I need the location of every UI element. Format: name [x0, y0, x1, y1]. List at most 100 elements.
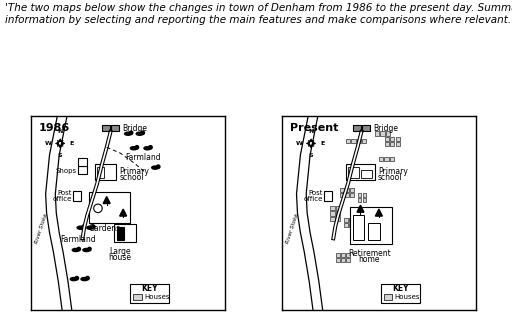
- Bar: [73, 191, 81, 201]
- Bar: [353, 125, 361, 131]
- Bar: [357, 198, 361, 202]
- Bar: [78, 166, 88, 174]
- Bar: [97, 167, 104, 178]
- Text: River Stoke: River Stoke: [285, 213, 300, 245]
- Bar: [340, 193, 344, 197]
- Bar: [111, 125, 119, 131]
- Circle shape: [88, 247, 91, 251]
- Text: Shops: Shops: [55, 168, 77, 173]
- Text: Post: Post: [57, 190, 72, 196]
- Circle shape: [92, 225, 95, 228]
- Text: E: E: [70, 141, 74, 146]
- Ellipse shape: [70, 277, 77, 281]
- Bar: [342, 258, 345, 262]
- Text: Bridge: Bridge: [122, 124, 147, 133]
- Bar: [115, 224, 136, 242]
- Bar: [362, 139, 367, 143]
- Circle shape: [130, 131, 133, 134]
- Bar: [344, 218, 348, 222]
- Ellipse shape: [136, 132, 143, 135]
- Bar: [89, 192, 130, 223]
- Text: Bridge: Bridge: [373, 124, 398, 133]
- Bar: [130, 284, 168, 303]
- Bar: [324, 191, 332, 201]
- Ellipse shape: [81, 277, 88, 281]
- Text: W: W: [296, 141, 303, 146]
- Text: N: N: [57, 129, 63, 134]
- Bar: [362, 193, 367, 196]
- Bar: [354, 218, 358, 222]
- Bar: [346, 253, 350, 256]
- Bar: [330, 206, 335, 210]
- Text: office: office: [52, 196, 72, 202]
- Text: W: W: [45, 141, 52, 146]
- Bar: [380, 131, 385, 136]
- Bar: [346, 258, 350, 262]
- Text: River Stoke: River Stoke: [34, 213, 49, 245]
- Bar: [78, 158, 88, 166]
- Text: office: office: [303, 196, 323, 202]
- Bar: [386, 131, 390, 136]
- Text: S: S: [58, 152, 62, 158]
- Bar: [362, 125, 370, 131]
- Text: Gardens: Gardens: [89, 224, 121, 233]
- Bar: [330, 217, 335, 221]
- Bar: [102, 125, 110, 131]
- Bar: [396, 142, 400, 146]
- Bar: [95, 164, 116, 180]
- Ellipse shape: [124, 132, 132, 135]
- Text: school: school: [378, 173, 402, 182]
- Polygon shape: [357, 205, 364, 212]
- Bar: [361, 170, 372, 178]
- Bar: [348, 167, 359, 178]
- Polygon shape: [120, 209, 126, 216]
- Text: E: E: [321, 141, 325, 146]
- Ellipse shape: [144, 147, 151, 150]
- Ellipse shape: [83, 248, 90, 252]
- Text: Post: Post: [308, 190, 323, 196]
- Bar: [390, 157, 394, 161]
- Bar: [385, 137, 389, 141]
- Ellipse shape: [77, 226, 84, 229]
- Text: school: school: [119, 173, 144, 182]
- Bar: [117, 227, 123, 240]
- Bar: [350, 207, 392, 244]
- Bar: [345, 188, 349, 192]
- Bar: [379, 157, 383, 161]
- Text: Retirement: Retirement: [348, 249, 391, 258]
- Bar: [346, 139, 350, 143]
- Text: 'The two maps below show the changes in town of Denham from 1986 to the present : 'The two maps below show the changes in …: [5, 3, 512, 25]
- Bar: [383, 294, 392, 300]
- Circle shape: [86, 276, 89, 280]
- Bar: [375, 131, 379, 136]
- Text: KEY: KEY: [392, 284, 409, 293]
- Ellipse shape: [72, 248, 79, 252]
- Text: KEY: KEY: [141, 284, 158, 293]
- Bar: [368, 223, 380, 240]
- Ellipse shape: [87, 226, 94, 229]
- Circle shape: [149, 146, 152, 149]
- Text: Large: Large: [110, 247, 131, 256]
- Circle shape: [82, 225, 86, 228]
- Bar: [385, 157, 389, 161]
- Bar: [350, 188, 354, 192]
- Bar: [342, 253, 345, 256]
- Bar: [390, 142, 394, 146]
- Bar: [336, 253, 340, 256]
- Ellipse shape: [152, 166, 159, 169]
- Bar: [349, 218, 353, 222]
- Text: Farmland: Farmland: [60, 235, 95, 244]
- Bar: [344, 223, 348, 227]
- Text: Present: Present: [290, 123, 338, 133]
- Circle shape: [75, 276, 78, 280]
- Polygon shape: [375, 209, 382, 216]
- Bar: [346, 164, 375, 180]
- Bar: [396, 137, 400, 141]
- Bar: [390, 137, 394, 141]
- Circle shape: [77, 247, 80, 251]
- Bar: [336, 217, 340, 221]
- Bar: [350, 193, 354, 197]
- Bar: [385, 142, 389, 146]
- Text: S: S: [309, 152, 313, 158]
- Bar: [336, 211, 340, 215]
